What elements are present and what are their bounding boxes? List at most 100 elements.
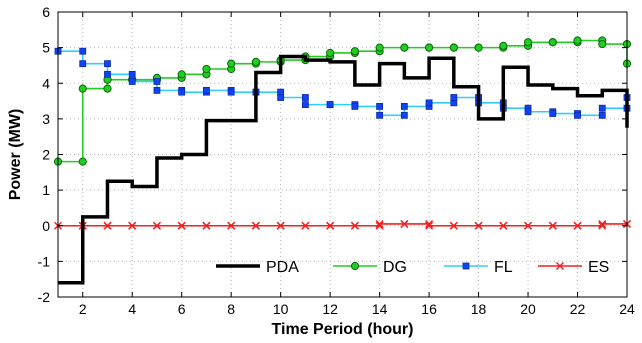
- series-fl-point: [178, 88, 186, 96]
- x-tick-label: 12: [322, 301, 338, 317]
- series-es-point: [227, 221, 236, 230]
- legend-item-es: ES: [538, 259, 609, 276]
- marker-stroke: [276, 221, 285, 230]
- series-dg-point: [598, 39, 607, 49]
- series-pda: [58, 54, 629, 285]
- series-dg-line: [58, 39, 628, 163]
- series-fl-point: [425, 99, 433, 107]
- legend-label-dg: DG: [383, 259, 407, 276]
- series-es-point: [598, 221, 607, 230]
- series-dg: [53, 36, 632, 166]
- marker-stroke: [598, 219, 607, 228]
- legend-item-fl: FL: [444, 259, 513, 276]
- y-tick-label: 3: [42, 111, 50, 127]
- series-es-point: [152, 221, 161, 230]
- x-tick-label: 4: [128, 301, 136, 317]
- series-es: [54, 219, 631, 230]
- legend-label-pda: PDA: [266, 259, 299, 276]
- series-fl-point: [301, 94, 309, 101]
- y-tick-label: 1: [42, 182, 50, 198]
- marker-stroke: [202, 221, 211, 230]
- x-axis-label: Time Period (hour): [272, 321, 414, 338]
- legend-marker-es: [556, 262, 564, 270]
- series-fl-point: [598, 104, 606, 112]
- series-fl-point: [104, 60, 111, 68]
- series-es-point: [425, 219, 434, 228]
- series-fl-point: [203, 86, 210, 94]
- series-fl-point: [301, 101, 309, 109]
- marker-stroke: [524, 221, 533, 230]
- marker-stroke: [326, 221, 335, 230]
- marker-stroke: [375, 221, 384, 230]
- marker-stroke: [227, 221, 236, 230]
- series-fl-point: [326, 101, 334, 109]
- series-dg-point: [326, 48, 335, 58]
- series-fl: [54, 47, 631, 119]
- series-dg-point: [103, 84, 112, 93]
- x-tick-label: 18: [471, 301, 487, 317]
- marker-stroke: [474, 221, 483, 230]
- series-dg-point: [499, 41, 508, 50]
- series-fl-point: [376, 111, 384, 119]
- marker-stroke: [556, 262, 564, 270]
- marker-stroke: [449, 221, 458, 230]
- series-dg-point: [78, 84, 87, 93]
- y-tick-label: 0: [42, 218, 50, 234]
- series-es-point: [276, 221, 285, 230]
- series-es-point: [251, 221, 260, 230]
- series-dg-point: [449, 43, 458, 52]
- series-dg-point: [350, 47, 359, 56]
- series-fl-point: [79, 47, 87, 55]
- series-es-point: [103, 221, 112, 230]
- series-fl-point: [128, 70, 136, 78]
- series-es-point: [326, 221, 335, 230]
- y-tick-label: 4: [42, 75, 50, 91]
- legend-item-dg: DG: [333, 259, 407, 276]
- legend-marker-fl: [462, 262, 470, 270]
- marker-stroke: [548, 221, 557, 230]
- series-fl-point: [351, 103, 359, 110]
- legend-label-es: ES: [588, 259, 609, 276]
- series-es-point: [177, 221, 186, 230]
- marker-stroke: [573, 221, 582, 230]
- marker-stroke: [177, 221, 186, 230]
- marker-stroke: [301, 221, 310, 230]
- series-fl-point: [227, 88, 235, 96]
- marker-stroke: [103, 221, 112, 230]
- series-fl-point: [277, 94, 285, 101]
- series-fl-point: [574, 111, 581, 119]
- x-tick-label: 16: [421, 301, 437, 317]
- series-es-point: [598, 219, 607, 228]
- series-dg-point: [78, 157, 87, 166]
- series-es-point: [474, 221, 483, 230]
- x-tick-label: 24: [619, 301, 635, 317]
- marker-stroke: [350, 221, 359, 230]
- series-dg-point: [573, 36, 582, 45]
- series-dg-point: [227, 59, 236, 68]
- marker-stroke: [425, 221, 434, 230]
- series-fl-point: [400, 111, 408, 119]
- marker-stroke: [375, 219, 384, 228]
- marker-stroke: [400, 219, 409, 228]
- series-es-point: [548, 221, 557, 230]
- legend-label-fl: FL: [494, 259, 513, 276]
- marker-stroke: [598, 221, 607, 230]
- series-es-line: [58, 223, 627, 227]
- series-es-point: [301, 221, 310, 230]
- series-fl-point: [450, 94, 458, 101]
- y-tick-label: 6: [42, 4, 50, 20]
- series-fl-point: [79, 60, 87, 68]
- series-fl-point: [524, 108, 532, 116]
- series-es-point: [449, 221, 458, 230]
- grid: [58, 11, 628, 298]
- series-dg-point: [474, 43, 483, 52]
- x-tick-label: 8: [227, 301, 235, 317]
- series-es-point: [573, 221, 582, 230]
- series-fl-point: [128, 78, 136, 85]
- marker-stroke: [128, 221, 137, 230]
- x-tick-label: 14: [372, 301, 388, 317]
- series-es-point: [202, 221, 211, 230]
- series-es-point: [375, 221, 384, 230]
